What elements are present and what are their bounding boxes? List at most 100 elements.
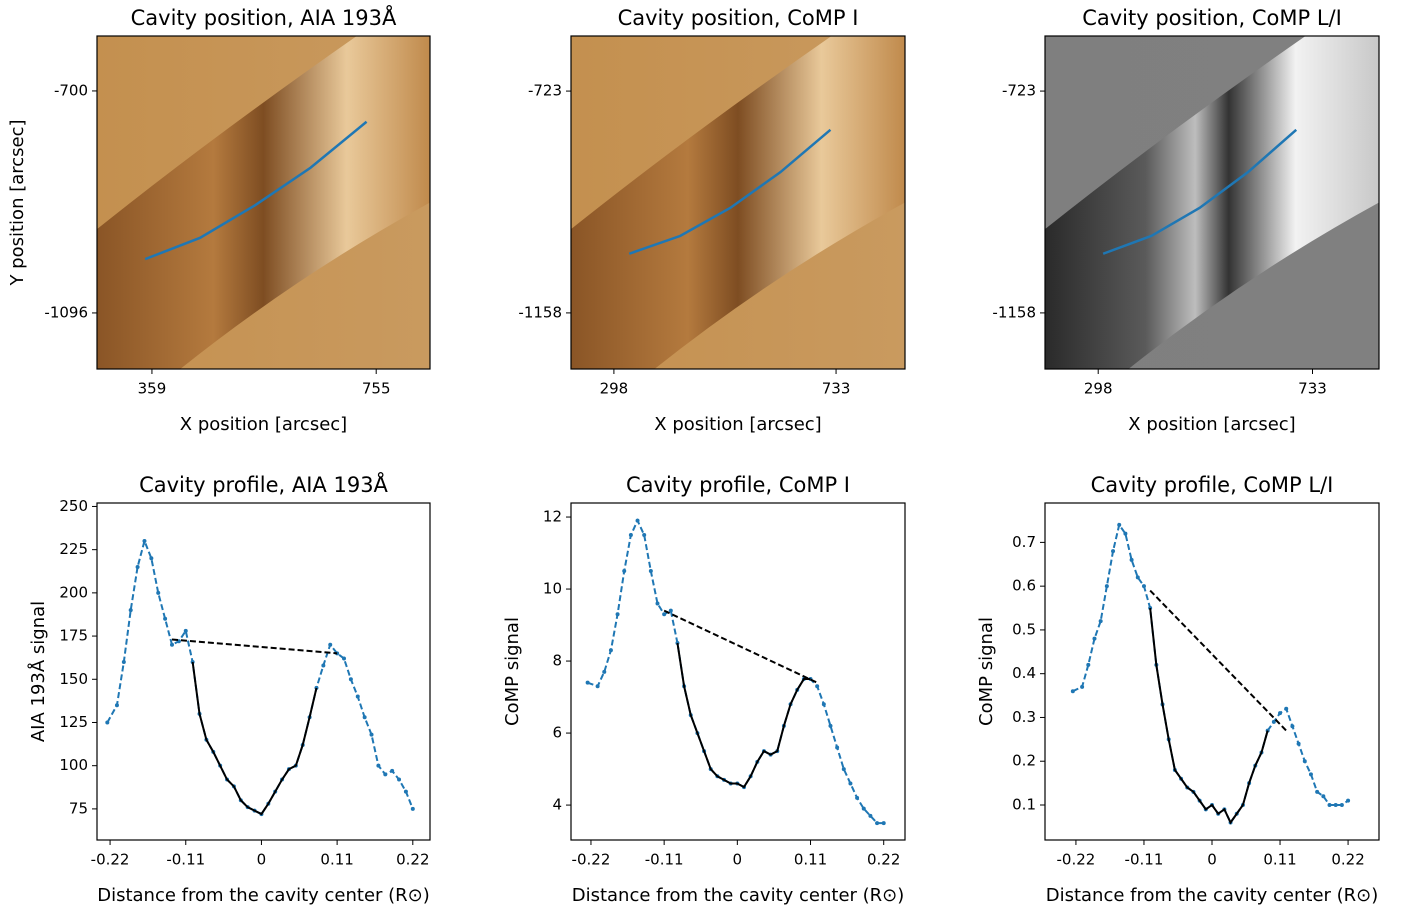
y-tick-label: 0.4 bbox=[1012, 664, 1036, 682]
series-line bbox=[676, 642, 811, 789]
point bbox=[1339, 802, 1344, 807]
x-tick-label: 0 bbox=[1207, 851, 1217, 869]
series-line bbox=[171, 638, 338, 655]
point bbox=[1135, 575, 1140, 580]
axes-frame bbox=[570, 502, 906, 841]
point bbox=[121, 659, 126, 664]
panel-title: Cavity profile, CoMP L/I bbox=[1091, 473, 1334, 497]
y-axis-label: CoMP signal bbox=[502, 617, 523, 726]
point bbox=[1321, 794, 1326, 799]
point bbox=[881, 821, 886, 826]
point bbox=[142, 539, 147, 544]
point bbox=[848, 781, 853, 786]
axes-frame bbox=[1044, 35, 1380, 370]
point bbox=[875, 821, 880, 826]
panel-title: Cavity position, CoMP I bbox=[618, 6, 859, 30]
point bbox=[169, 642, 174, 647]
point bbox=[1290, 724, 1295, 729]
y-tick-label: 0.5 bbox=[1012, 620, 1036, 638]
point bbox=[1080, 684, 1085, 689]
point bbox=[1104, 584, 1109, 589]
y-tick-label: 250 bbox=[59, 497, 88, 515]
point bbox=[355, 694, 360, 699]
point bbox=[868, 813, 873, 818]
x-tick-label: -0.11 bbox=[1125, 851, 1164, 869]
point bbox=[1271, 719, 1276, 724]
point bbox=[1092, 636, 1097, 641]
point bbox=[383, 772, 388, 777]
point bbox=[815, 684, 820, 689]
point bbox=[362, 715, 367, 720]
y-tick-label: -700 bbox=[54, 81, 88, 99]
x-tick-label: 733 bbox=[822, 380, 851, 398]
point bbox=[348, 677, 353, 682]
x-tick-label: 0.11 bbox=[794, 851, 827, 869]
y-tick-label: -1096 bbox=[44, 303, 88, 321]
point bbox=[1308, 772, 1313, 777]
y-tick-label: 225 bbox=[59, 540, 88, 558]
y-tick-label: -723 bbox=[1002, 82, 1036, 100]
series-line bbox=[663, 609, 818, 684]
x-tick-label: 0 bbox=[733, 851, 743, 869]
point bbox=[341, 656, 346, 661]
y-tick-label: 175 bbox=[59, 627, 88, 645]
point bbox=[1111, 549, 1116, 554]
point bbox=[1284, 706, 1289, 711]
point bbox=[376, 763, 381, 768]
x-tick-label: 733 bbox=[1298, 380, 1327, 398]
point bbox=[608, 648, 613, 653]
image-band bbox=[97, 36, 430, 369]
x-axis-label: X position [arcsec] bbox=[654, 414, 821, 435]
point bbox=[321, 663, 326, 668]
point bbox=[1123, 531, 1128, 536]
point bbox=[622, 569, 627, 574]
y-axis-label: Y position [arcsec] bbox=[7, 119, 28, 286]
series-line bbox=[106, 537, 414, 816]
x-tick-label: 0.22 bbox=[867, 851, 900, 869]
y-tick-label: -723 bbox=[528, 82, 562, 100]
point bbox=[841, 767, 846, 772]
point bbox=[655, 601, 660, 606]
y-tick-label: 10 bbox=[543, 580, 562, 598]
image-band bbox=[1045, 36, 1379, 369]
series-line bbox=[191, 661, 318, 816]
y-tick-label: 4 bbox=[552, 796, 562, 814]
y-axis-label: AIA 193Å signal bbox=[27, 601, 49, 742]
panel-title: Cavity position, CoMP L/I bbox=[1082, 6, 1342, 30]
point bbox=[114, 703, 119, 708]
point bbox=[1086, 662, 1091, 667]
y-tick-label: -1158 bbox=[518, 303, 562, 321]
x-tick-label: 359 bbox=[138, 380, 167, 398]
point bbox=[1129, 557, 1134, 562]
x-axis-label: Distance from the cavity center (R⊙) bbox=[572, 885, 905, 906]
y-tick-label: 75 bbox=[69, 799, 88, 817]
point bbox=[602, 669, 607, 674]
series-line bbox=[1149, 607, 1269, 825]
point bbox=[1302, 759, 1307, 764]
point bbox=[149, 556, 154, 561]
x-tick-label: 0.11 bbox=[320, 851, 353, 869]
x-axis-label: Distance from the cavity center (R⊙) bbox=[97, 885, 430, 906]
point bbox=[183, 628, 188, 633]
point bbox=[855, 795, 860, 800]
panel-title: Cavity profile, AIA 193Å bbox=[139, 471, 388, 497]
x-axis-label: Distance from the cavity center (R⊙) bbox=[1046, 885, 1379, 906]
y-tick-label: 8 bbox=[552, 652, 562, 670]
series-line bbox=[1102, 128, 1298, 255]
x-tick-label: 0.22 bbox=[396, 851, 429, 869]
point bbox=[369, 732, 374, 737]
y-tick-label: 0.1 bbox=[1012, 795, 1036, 813]
point bbox=[403, 789, 408, 794]
x-tick-label: 0 bbox=[257, 851, 267, 869]
point bbox=[585, 680, 590, 685]
y-tick-label: 125 bbox=[59, 713, 88, 731]
point bbox=[628, 533, 633, 538]
point bbox=[163, 616, 168, 621]
point bbox=[648, 569, 653, 574]
point bbox=[1327, 802, 1332, 807]
point bbox=[662, 612, 667, 617]
point bbox=[156, 590, 161, 595]
x-tick-label: -0.11 bbox=[166, 851, 205, 869]
x-tick-label: -0.11 bbox=[645, 851, 684, 869]
point bbox=[1346, 798, 1351, 803]
